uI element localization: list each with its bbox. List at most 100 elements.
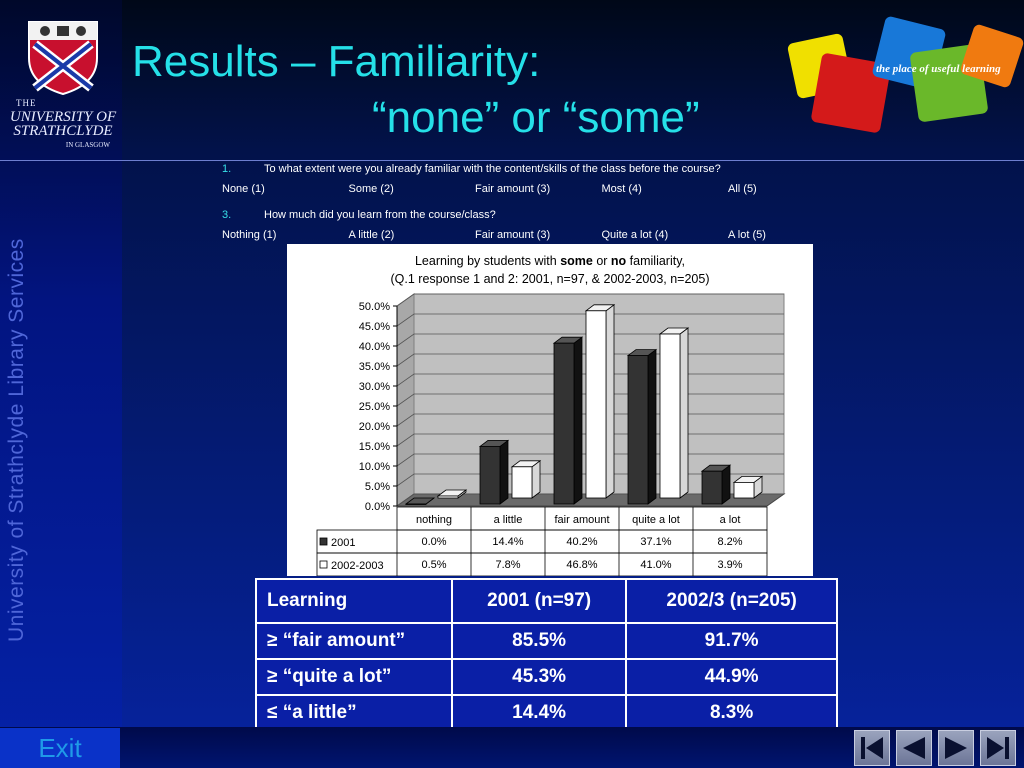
bottom-bar [0, 727, 1024, 768]
q1-option: Some (2) [348, 183, 394, 195]
q3-option: A little (2) [348, 229, 395, 241]
bar-side [647, 348, 657, 505]
data-label: 14.4% [492, 536, 523, 548]
bar [701, 470, 723, 505]
bar-side [605, 303, 615, 499]
next-icon [945, 737, 967, 759]
gridline [396, 293, 784, 307]
last-icon [987, 737, 1009, 759]
q3-option: Quite a lot (4) [601, 229, 669, 241]
table-row-frame [316, 552, 768, 576]
page-title: Results – Familiarity: “none” or “some” [132, 34, 772, 146]
previous-slide-button[interactable] [896, 730, 932, 766]
bar [733, 481, 755, 499]
bar [437, 495, 459, 499]
table-cell: ≤ “a little” [255, 694, 453, 732]
bar [585, 310, 607, 499]
q1-option: Fair amount (3) [475, 183, 551, 195]
question-3-options: Nothing (1) A little (2) Fair amount (3)… [222, 229, 855, 241]
header-divider [0, 160, 1024, 161]
table-row: ≥ “fair amount” 85.5% 91.7% [255, 622, 838, 660]
table-cell: 14.4% [450, 694, 628, 732]
legend-label: 2001 [331, 537, 355, 549]
table-cell: ≥ “quite a lot” [255, 658, 453, 696]
legend-swatch [319, 560, 328, 569]
next-slide-button[interactable] [938, 730, 974, 766]
table-header-cell: 2002/3 (n=205) [625, 578, 838, 624]
table-cell: 45.3% [450, 658, 628, 696]
table-cell: 44.9% [625, 658, 838, 696]
previous-icon [903, 737, 925, 759]
university-wordmark: THE UNIVERSITY OF STRATHCLYDE IN GLASGOW [9, 98, 117, 149]
title-line-2: “none” or “some” [372, 93, 700, 142]
question-1-text: To what extent were you already familiar… [264, 163, 721, 175]
legend-swatch [319, 537, 328, 546]
bar-chart: Learning by students with some or no fam… [287, 244, 813, 576]
question-1-number: 1. [222, 163, 232, 175]
table-cell: 91.7% [625, 622, 838, 660]
bar-side [679, 327, 689, 499]
exit-button[interactable]: Exit [0, 728, 120, 768]
x-category-label: quite a lot [632, 514, 680, 526]
q1-option: All (5) [728, 183, 757, 195]
first-icon [861, 737, 883, 759]
y-tick-label: 20.0% [359, 421, 390, 433]
x-category-label: a lot [720, 514, 741, 526]
question-3-text: How much did you learn from the course/c… [264, 209, 496, 221]
question-3: 3. How much did you learn from the course… [222, 209, 496, 221]
data-label: 3.9% [717, 559, 742, 571]
data-label: 8.2% [717, 536, 742, 548]
university-crest-logo [28, 21, 98, 96]
table-header-row: Learning 2001 (n=97) 2002/3 (n=205) [255, 578, 838, 624]
data-label: 0.5% [421, 559, 446, 571]
data-label: 46.8% [566, 559, 597, 571]
q3-option: A lot (5) [728, 229, 766, 241]
q1-option: None (1) [222, 183, 265, 195]
bar [479, 445, 501, 505]
y-tick-label: 35.0% [359, 361, 390, 373]
table-cell: ≥ “fair amount” [255, 622, 453, 660]
question-3-number: 3. [222, 209, 232, 221]
y-tick-label: 40.0% [359, 341, 390, 353]
brand-tagline: the place of useful learning [876, 63, 1001, 75]
bar [511, 466, 533, 499]
gridline [396, 313, 784, 327]
x-category-label: a little [494, 514, 523, 526]
bar [553, 342, 575, 505]
results-table: Learning 2001 (n=97) 2002/3 (n=205) ≥ “f… [255, 578, 838, 732]
question-1-options: None (1) Some (2) Fair amount (3) Most (… [222, 183, 855, 195]
q3-option: Nothing (1) [222, 229, 277, 241]
q1-option: Most (4) [601, 183, 642, 195]
bar-side [721, 464, 731, 505]
last-slide-button[interactable] [980, 730, 1016, 766]
left-panel: THE UNIVERSITY OF STRATHCLYDE IN GLASGOW… [0, 0, 122, 768]
bar-side [573, 336, 583, 505]
y-tick-label: 25.0% [359, 401, 390, 413]
legend-label: 2002-2003 [331, 560, 384, 572]
sidebar-vertical-caption: University of Strathclyde Library Servic… [5, 238, 28, 642]
data-label: 37.1% [640, 536, 671, 548]
y-tick-label: 0.0% [365, 501, 390, 513]
chart-title: Learning by students with some or no fam… [390, 254, 710, 286]
bar [405, 503, 427, 505]
data-label: 7.8% [495, 559, 520, 571]
y-tick-label: 50.0% [359, 301, 390, 313]
table-header-cell: Learning [255, 578, 453, 624]
table-row: ≤ “a little” 14.4% 8.3% [255, 694, 838, 732]
table-row: ≥ “quite a lot” 45.3% 44.9% [255, 658, 838, 696]
y-tick-label: 5.0% [365, 481, 390, 493]
y-tick-label: 15.0% [359, 441, 390, 453]
brand-logo: the place of useful learning [787, 16, 1024, 133]
bar [659, 333, 681, 499]
table-header-cell: 2001 (n=97) [450, 578, 628, 624]
x-category-label: nothing [416, 514, 452, 526]
bar-side [499, 439, 509, 505]
data-label: 0.0% [421, 536, 446, 548]
table-row-frame [316, 529, 768, 554]
question-1: 1. To what extent were you already famili… [222, 163, 721, 175]
data-label: 41.0% [640, 559, 671, 571]
q3-option: Fair amount (3) [475, 229, 551, 241]
data-label: 40.2% [566, 536, 597, 548]
y-tick-label: 45.0% [359, 321, 390, 333]
first-slide-button[interactable] [854, 730, 890, 766]
